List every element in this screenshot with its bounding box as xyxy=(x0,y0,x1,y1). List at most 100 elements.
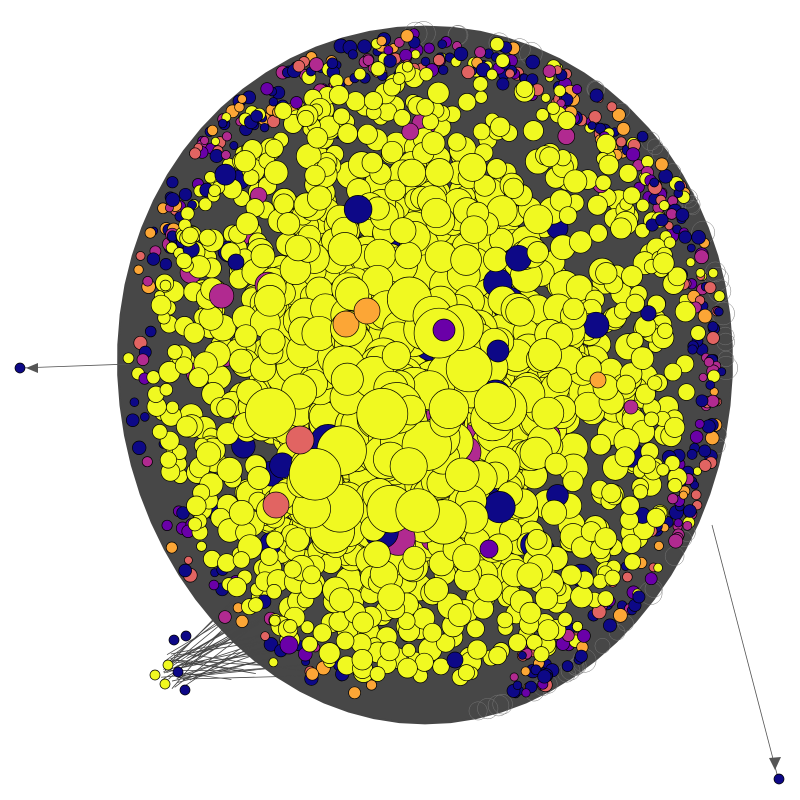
graph-node xyxy=(14,362,26,374)
graph-node xyxy=(332,310,360,338)
graph-node xyxy=(589,88,604,103)
graph-node xyxy=(300,620,315,634)
graph-node xyxy=(274,101,293,120)
edge xyxy=(19,363,131,369)
edge-arrowhead xyxy=(26,363,38,373)
graph-node xyxy=(140,412,150,422)
graph-node xyxy=(541,499,567,526)
graph-node xyxy=(393,109,411,127)
graph-node xyxy=(181,226,199,244)
graph-node xyxy=(490,116,511,137)
graph-node xyxy=(318,642,341,664)
graph-node xyxy=(208,184,221,197)
graph-node xyxy=(557,611,573,627)
graph-node xyxy=(216,457,243,483)
graph-node xyxy=(383,54,397,68)
graph-node xyxy=(618,164,638,183)
graph-node xyxy=(453,46,469,62)
graph-node xyxy=(483,246,509,273)
graph-node xyxy=(675,207,690,222)
graph-node xyxy=(508,633,527,652)
graph-node xyxy=(686,449,698,460)
graph-node xyxy=(708,268,719,279)
graph-node xyxy=(307,185,333,211)
graph-node xyxy=(392,72,406,85)
graph-node xyxy=(694,249,709,264)
graph-node xyxy=(247,466,271,490)
graph-node xyxy=(533,646,550,663)
graph-node xyxy=(347,49,358,60)
graph-node xyxy=(377,583,406,612)
graph-node xyxy=(423,42,435,54)
graph-node xyxy=(421,197,452,229)
graph-node xyxy=(416,98,435,117)
graph-node xyxy=(183,322,205,344)
graph-node xyxy=(546,101,560,115)
graph-node xyxy=(467,639,488,660)
edge xyxy=(177,664,306,679)
graph-node xyxy=(228,348,254,374)
graph-node xyxy=(495,53,510,68)
graph-node xyxy=(644,572,658,586)
graph-node xyxy=(394,37,405,48)
graph-node xyxy=(589,223,608,243)
graph-node xyxy=(691,229,706,245)
graph-node xyxy=(427,81,450,105)
graph-node xyxy=(245,387,296,439)
graph-node xyxy=(264,160,289,185)
graph-node xyxy=(447,603,472,627)
graph-node xyxy=(539,146,560,168)
graph-node xyxy=(694,419,705,429)
graph-node xyxy=(530,664,542,676)
graph-node xyxy=(383,45,394,56)
graph-node xyxy=(419,67,434,82)
edge-loop xyxy=(468,701,488,721)
graph-node xyxy=(624,553,641,571)
graph-node xyxy=(698,459,712,472)
graph-node xyxy=(302,565,321,585)
graph-node xyxy=(641,155,654,168)
graph-node xyxy=(594,527,618,550)
graph-node xyxy=(381,341,411,371)
graph-node xyxy=(366,679,377,691)
graph-node xyxy=(288,448,342,501)
graph-node xyxy=(227,253,245,271)
graph-node xyxy=(557,111,577,130)
graph-node xyxy=(166,176,179,189)
graph-node xyxy=(174,356,194,375)
graph-node xyxy=(625,293,645,313)
graph-node xyxy=(577,629,591,643)
graph-node xyxy=(144,227,156,239)
graph-node xyxy=(698,372,708,382)
graph-node xyxy=(466,619,485,639)
graph-node xyxy=(232,551,251,569)
graph-node xyxy=(713,290,726,303)
edge-loop xyxy=(487,694,510,717)
graph-node xyxy=(234,324,258,348)
graph-node xyxy=(525,54,540,70)
graph-node xyxy=(326,57,339,69)
graph-node xyxy=(714,307,724,317)
graph-node xyxy=(706,331,720,345)
graph-node xyxy=(483,491,516,524)
graph-node xyxy=(553,84,566,97)
graph-node xyxy=(260,631,270,641)
graph-node xyxy=(658,169,673,184)
graph-node xyxy=(667,266,688,287)
graph-node xyxy=(268,97,279,107)
graph-node xyxy=(625,147,641,162)
graph-node xyxy=(512,680,523,690)
graph-node xyxy=(655,157,669,172)
graph-node xyxy=(142,276,153,287)
graph-node xyxy=(472,76,489,92)
graph-node xyxy=(159,383,173,397)
graph-node xyxy=(384,179,407,202)
graph-node xyxy=(159,279,172,292)
graph-node xyxy=(496,611,514,629)
graph-node xyxy=(188,367,209,388)
graph-node xyxy=(260,547,279,566)
graph-node xyxy=(542,64,557,78)
graph-node xyxy=(690,489,702,501)
graph-node xyxy=(534,586,559,610)
graph-node xyxy=(562,470,584,492)
